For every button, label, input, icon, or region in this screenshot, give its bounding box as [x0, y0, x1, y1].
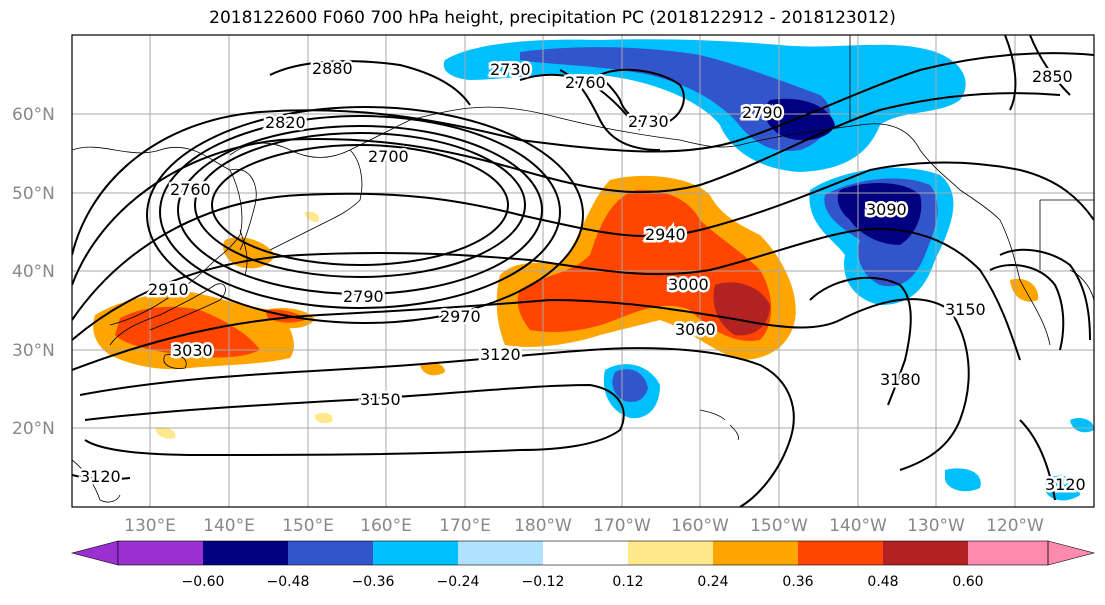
colorbar-tick-label: 0.24 — [697, 574, 728, 590]
contour-label: 3000 — [668, 275, 709, 294]
colorbar-left-extend — [70, 540, 119, 566]
lon-label: 120°W — [986, 516, 1044, 536]
contour-label: 2760 — [170, 180, 211, 199]
colorbar-tick-label: −0.12 — [522, 574, 565, 590]
lon-label: 160°E — [360, 516, 412, 536]
lon-label: 170°W — [593, 516, 651, 536]
contour-labels: 2880 2820 2760 2700 2730 2790 2850 2790 … — [78, 57, 1089, 497]
lon-label: 160°W — [671, 516, 729, 536]
contour-label: 2910 — [148, 280, 189, 299]
colorbar-tick-label: −0.24 — [437, 574, 480, 590]
colorbar-bin — [713, 541, 798, 565]
colorbar: −0.60 −0.48 −0.36 −0.24 −0.12 0.12 0.24 … — [70, 540, 1096, 590]
colorbar-bin — [968, 541, 1048, 565]
colorbar-bin — [798, 541, 883, 565]
contour-label: 2970 — [440, 307, 481, 326]
lon-label: 140°E — [203, 516, 255, 536]
lon-label: 150°E — [282, 516, 334, 536]
contour-label: 3150 — [360, 390, 401, 409]
contour-label: 3060 — [675, 320, 716, 339]
colorbar-tick-label: 0.60 — [952, 574, 983, 590]
contour-label: 3030 — [172, 341, 213, 360]
contour-label: 2940 — [645, 225, 686, 244]
contour-label: 2760 — [565, 73, 606, 92]
lon-label: 180°W — [514, 516, 572, 536]
colorbar-tick-label: 0.48 — [867, 574, 898, 590]
contour-label: 2730 — [628, 112, 669, 131]
contour-label: 2790 — [742, 103, 783, 122]
contour-label: 3120 — [80, 467, 121, 486]
colorbar-tick-label: 0.12 — [612, 574, 643, 590]
lat-label: 30°N — [12, 341, 55, 361]
contour-label: 3120 — [1045, 475, 1086, 494]
height-contours — [72, 35, 1094, 507]
colorbar-tick-label: −0.60 — [182, 574, 225, 590]
lon-label: 140°W — [829, 516, 887, 536]
colorbar-bin — [288, 541, 373, 565]
lat-label: 50°N — [12, 184, 55, 204]
map-plot-area: 2880 2820 2760 2700 2730 2790 2850 2790 … — [72, 35, 1094, 507]
map-frame — [71, 34, 1095, 508]
lat-label: 40°N — [12, 262, 55, 282]
contour-label: 2820 — [265, 113, 306, 132]
colorbar-bin — [373, 541, 458, 565]
contour-label: 3090 — [866, 200, 907, 219]
colorbar-bin — [118, 541, 203, 565]
contour-label: 3150 — [945, 300, 986, 319]
colorbar-tick-label: −0.48 — [267, 574, 310, 590]
lat-label: 20°N — [12, 419, 55, 439]
contour-label: 2700 — [368, 147, 409, 166]
lon-label: 170°E — [439, 516, 491, 536]
lat-label: 60°N — [12, 105, 55, 125]
colorbar-tick-label: −0.36 — [352, 574, 395, 590]
colorbar-right-extend — [1047, 540, 1096, 566]
colorbar-bin — [628, 541, 713, 565]
colorbar-bin — [203, 541, 288, 565]
lon-label: 130°E — [124, 516, 176, 536]
contour-label: 2790 — [343, 287, 384, 306]
lon-label: 130°W — [907, 516, 965, 536]
colorbar-bin — [543, 541, 628, 565]
colorbar-tick-label: 0.36 — [782, 574, 813, 590]
map-title: 2018122600 F060 700 hPa height, precipit… — [209, 8, 896, 28]
colorbar-bin — [883, 541, 968, 565]
longitude-labels: 130°E 140°E 150°E 160°E 170°E 180°W 170°… — [124, 516, 1044, 536]
contour-label: 3120 — [480, 345, 521, 364]
contour-label: 2730 — [490, 60, 531, 79]
contour-label: 2850 — [1032, 67, 1073, 86]
contour-label: 3180 — [880, 370, 921, 389]
colorbar-bin — [458, 541, 543, 565]
lon-label: 150°W — [750, 516, 808, 536]
latitude-labels: 60°N 50°N 40°N 30°N 20°N — [12, 105, 55, 439]
contour-label: 2880 — [312, 59, 353, 78]
